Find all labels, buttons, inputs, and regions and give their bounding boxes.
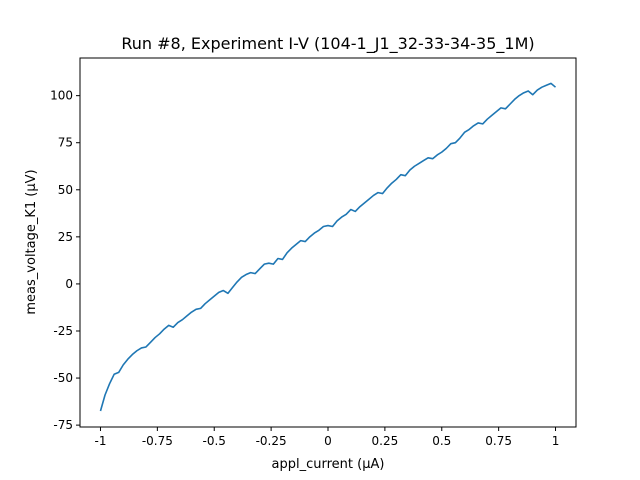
plot-background bbox=[80, 58, 576, 427]
x-axis-ticks: -1 -0.75 -0.5 -0.25 0 0.25 0.5 0.75 1 bbox=[94, 427, 559, 448]
y-axis-ticks: -75 -50 -25 0 25 50 75 100 bbox=[50, 89, 80, 432]
x-tick-label: 0 bbox=[324, 434, 332, 448]
chart-title: Run #8, Experiment I-V (104-1_J1_32-33-3… bbox=[121, 34, 534, 54]
x-tick-label: 1 bbox=[552, 434, 560, 448]
plot-frame bbox=[79, 57, 577, 428]
x-tick-label: 0.25 bbox=[372, 434, 399, 448]
x-tick-label: -0.5 bbox=[203, 434, 226, 448]
y-tick-label: -75 bbox=[53, 418, 73, 432]
y-tick-label: 50 bbox=[58, 183, 73, 197]
x-tick-label: 0.75 bbox=[485, 434, 512, 448]
y-tick-label: 100 bbox=[50, 89, 73, 103]
y-tick-label: 25 bbox=[58, 230, 73, 244]
series-layer bbox=[99, 82, 557, 412]
series-line-0 bbox=[99, 82, 557, 412]
x-tick-label: 0.5 bbox=[432, 434, 451, 448]
y-tick-label: -50 bbox=[53, 371, 73, 385]
x-tick-label: -0.75 bbox=[142, 434, 173, 448]
y-tick-label: 0 bbox=[65, 277, 73, 291]
x-tick-label: -1 bbox=[94, 434, 106, 448]
x-axis-label: appl_current (μA) bbox=[272, 457, 385, 472]
y-tick-label: 75 bbox=[58, 136, 73, 150]
y-axis-label: meas_voltage_K1 (μV) bbox=[24, 169, 39, 314]
x-tick-label: -0.25 bbox=[256, 434, 287, 448]
y-tick-label: -25 bbox=[53, 324, 73, 338]
